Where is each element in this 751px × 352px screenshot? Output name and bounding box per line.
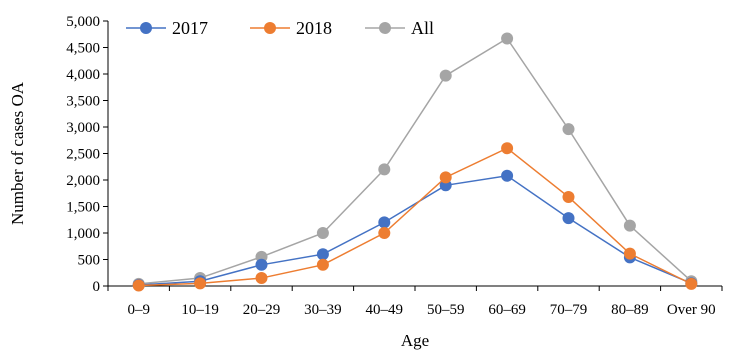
x-axis: 0–9 10–19 20–29 30–39 40–49 50–59 60–69 70–79 80… <box>107 285 723 318</box>
y-tick-label: 500 <box>78 253 101 269</box>
data-point <box>255 258 268 271</box>
series-layer <box>132 32 698 292</box>
legend: 2017 2018 All <box>126 18 434 38</box>
data-point <box>439 171 452 184</box>
data-point <box>562 123 575 136</box>
series-line <box>138 147 692 287</box>
data-point <box>378 216 391 229</box>
data-point <box>439 69 452 82</box>
x-tick-label: 50–59 <box>427 302 465 318</box>
data-point <box>378 163 391 176</box>
x-tick-label: 40–49 <box>366 302 404 318</box>
data-point <box>562 190 575 203</box>
x-tick-label: 10–19 <box>181 302 219 318</box>
data-point <box>316 227 329 239</box>
legend-item-2018: 2018 <box>250 18 332 38</box>
x-tick-label: 60–69 <box>488 302 526 318</box>
x-axis-title: Age <box>401 331 429 350</box>
data-point <box>316 258 329 271</box>
legend-marker <box>264 22 276 34</box>
series-2018 <box>132 142 698 292</box>
x-tick-label: 20–29 <box>243 302 281 318</box>
legend-label: 2017 <box>172 18 208 38</box>
series-line <box>138 174 692 286</box>
x-tick-label: Over 90 <box>667 302 716 318</box>
y-axis: 0 500 1,000 1,500 2,000 2,500 3,000 3,500 4,000 4… <box>66 14 109 295</box>
data-point <box>255 272 268 285</box>
y-tick-label: 2,500 <box>66 147 100 163</box>
legend-item-all: All <box>365 18 434 38</box>
data-point <box>194 277 207 290</box>
data-point <box>623 219 636 232</box>
legend-item-2017: 2017 <box>126 18 208 38</box>
data-point <box>562 212 575 225</box>
legend-label: All <box>411 18 434 38</box>
y-tick-label: 4,000 <box>66 67 100 83</box>
data-point <box>501 169 514 182</box>
data-point <box>501 142 514 155</box>
x-tick-label: 30–39 <box>304 302 342 318</box>
y-tick-label: 2,000 <box>66 173 100 189</box>
y-tick-label: 3,000 <box>66 120 100 136</box>
legend-marker <box>140 22 152 34</box>
x-tick-label: 70–79 <box>550 302 588 318</box>
data-point <box>623 247 636 260</box>
y-tick-label: 0 <box>93 279 101 295</box>
data-point <box>685 277 698 290</box>
legend-marker <box>379 22 391 34</box>
y-tick-label: 3,500 <box>66 94 100 110</box>
y-tick-label: 1,500 <box>66 200 100 216</box>
series-line <box>138 37 692 285</box>
y-tick-label: 5,000 <box>66 14 100 30</box>
y-tick-label: 1,000 <box>66 226 100 242</box>
y-axis-title: Number of cases OA <box>8 81 27 225</box>
series-all <box>132 32 698 290</box>
legend-label: 2018 <box>296 18 332 38</box>
data-point <box>132 279 145 292</box>
data-point <box>378 227 391 239</box>
y-tick-label: 4,500 <box>66 41 100 57</box>
data-point <box>316 248 329 261</box>
x-tick-label: 0–9 <box>127 302 150 318</box>
data-point <box>501 32 514 45</box>
x-tick-label: 80–89 <box>611 302 649 318</box>
